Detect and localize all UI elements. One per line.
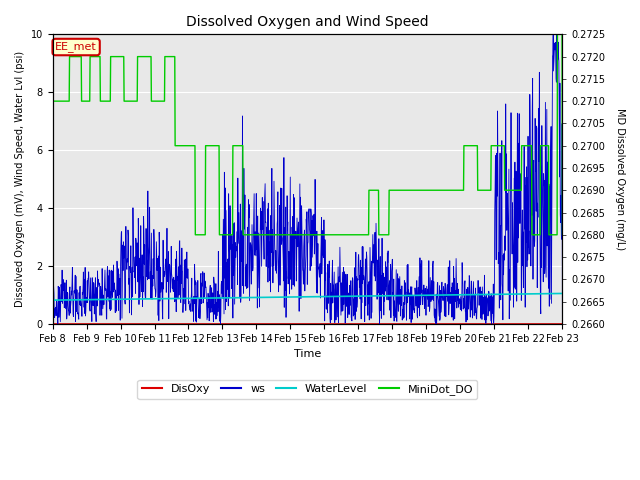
Y-axis label: Dissolved Oxygen (mV), Wind Speed, Water Lvl (psi): Dissolved Oxygen (mV), Wind Speed, Water…: [15, 51, 25, 307]
Legend: DisOxy, ws, WaterLevel, MiniDot_DO: DisOxy, ws, WaterLevel, MiniDot_DO: [138, 380, 477, 399]
Text: EE_met: EE_met: [55, 42, 97, 52]
Y-axis label: MD Dissolved Oxygen (mg/L): MD Dissolved Oxygen (mg/L): [615, 108, 625, 250]
Title: Dissolved Oxygen and Wind Speed: Dissolved Oxygen and Wind Speed: [186, 15, 429, 29]
X-axis label: Time: Time: [294, 349, 321, 359]
